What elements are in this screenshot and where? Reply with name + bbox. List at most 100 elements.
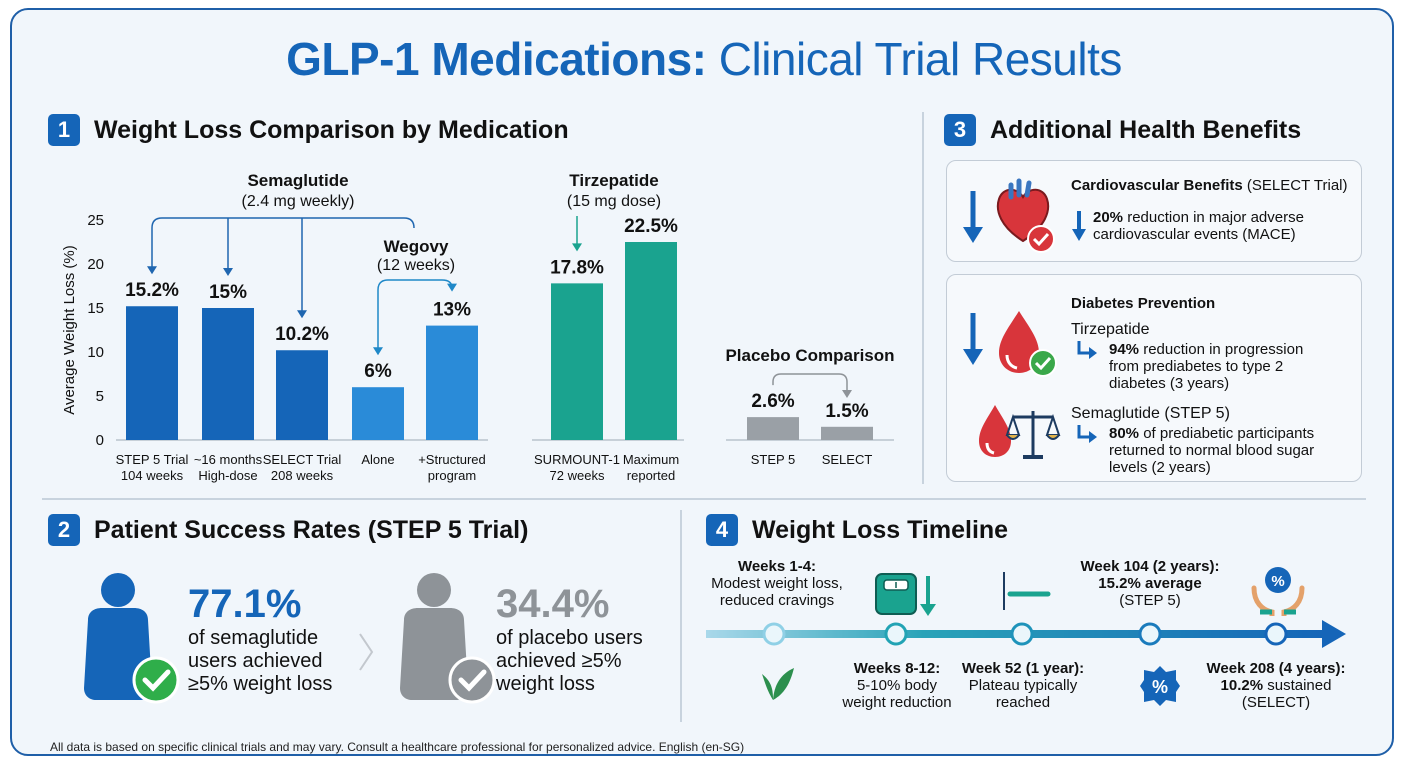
semaglutide-connector: [151, 217, 415, 271]
y-tick-label: 20: [87, 256, 104, 273]
bar: [625, 242, 677, 440]
arrow-head: [842, 390, 852, 398]
arrow-head: [572, 243, 582, 252]
cardiovascular-benefits-card: Cardiovascular Benefits (SELECT Trial) 2…: [946, 160, 1362, 262]
section-2-header: 2 Patient Success Rates (STEP 5 Trial): [48, 514, 528, 546]
timeline-week-104: Week 104 (2 years): 15.2% average (STEP 5): [1080, 558, 1220, 609]
bar-value-label: 22.5%: [624, 216, 678, 237]
wegovy-connector: [377, 279, 453, 352]
bar-value-label: 10.2%: [275, 324, 329, 345]
plateau-icon: [1003, 572, 1051, 610]
success-percent: 77.1%: [188, 582, 302, 626]
scale-icon: [875, 573, 936, 616]
y-tick-label: 15: [87, 300, 104, 317]
group-title: Semaglutide: [247, 171, 348, 190]
tirzepatide-label: Tirzepatide: [1071, 321, 1150, 338]
group-subtitle: (2.4 mg weekly): [242, 193, 355, 210]
cardio-heading: Cardiovascular Benefits (SELECT Trial): [1071, 177, 1348, 194]
blood-drop-scale-icon: [979, 405, 1061, 459]
section-title: Patient Success Rates (STEP 5 Trial): [94, 515, 529, 544]
arrow-head: [447, 283, 457, 292]
timeline-node: [1138, 622, 1162, 646]
percent-glyph: %: [1271, 573, 1284, 590]
page-title: GLP-1 Medications: Clinical Trial Result…: [286, 33, 1122, 85]
timeline-node: [1264, 622, 1288, 646]
placebo-connector: [772, 373, 848, 390]
bar-value-label: 6%: [364, 361, 392, 382]
bar-category-label: ~16 months: [194, 452, 263, 467]
section-number: 3: [944, 114, 976, 146]
percent-badge-icon: %: [1140, 666, 1180, 706]
timeline-weeks-8-12: Weeks 8-12: 5-10% body weight reduction: [842, 660, 952, 711]
section-3-header: 3 Additional Health Benefits: [944, 114, 1301, 146]
bar-category-label: SELECT: [822, 452, 873, 467]
arrow-head: [223, 268, 233, 276]
bar-category-label: program: [428, 468, 476, 483]
bar-category-label: 72 weeks: [550, 468, 605, 483]
bar-category-label: SELECT Trial: [263, 452, 342, 467]
y-tick-label: 5: [96, 388, 104, 405]
section-title: Weight Loss Comparison by Medication: [94, 115, 569, 144]
group-subtitle: (15 mg dose): [567, 193, 661, 210]
curved-arrow-icon: [1077, 341, 1097, 359]
arrow-head: [147, 266, 157, 275]
infographic-frame: GLP-1 Medications: Clinical Trial Result…: [10, 8, 1394, 756]
timeline-node: [762, 622, 786, 646]
bar: [202, 308, 254, 440]
bar: [551, 283, 603, 440]
bar-value-label: 15.2%: [125, 280, 179, 301]
y-tick-label: 10: [87, 344, 104, 361]
section-number: 4: [706, 514, 738, 546]
percent-glyph: %: [1152, 677, 1168, 697]
semaglutide-stat: 80% of prediabetic participants returned…: [1109, 425, 1315, 476]
semaglutide-label: Semaglutide (STEP 5): [1071, 405, 1230, 422]
success-percent: 34.4%: [496, 582, 610, 626]
bar-value-label: 15%: [209, 282, 247, 303]
divider: [680, 510, 682, 722]
section-number: 2: [48, 514, 80, 546]
y-axis-label: Average Weight Loss (%): [61, 245, 78, 415]
bar-category-label: STEP 5: [751, 452, 796, 467]
bar: [747, 417, 799, 440]
tirzepatide-stat: 94% reduction in progression from predia…: [1109, 341, 1304, 392]
section-title: Weight Loss Timeline: [752, 515, 1009, 544]
timeline-node: [884, 622, 908, 646]
bar: [821, 426, 873, 440]
weight-loss-bar-chart: Average Weight Loss (%) 0 5 10 15 20 25 15.2% ST…: [61, 171, 895, 483]
leaf-icon: [762, 668, 794, 700]
divider: [42, 498, 1366, 500]
placebo-success-stat: 34.4% of placebo users achieved ≥5% weig…: [496, 582, 643, 696]
down-arrow-icon: [1072, 211, 1086, 241]
section-1-header: 1 Weight Loss Comparison by Medication: [48, 114, 569, 146]
cardio-stat: 20% reduction in major adverse cardiovas…: [1093, 209, 1304, 243]
curved-arrow-icon: [1077, 425, 1097, 443]
group-subtitle: (12 weeks): [377, 257, 455, 274]
bar-category-label: 208 weeks: [271, 468, 334, 483]
blood-drop-icon: [963, 311, 1057, 377]
bar-value-label: 2.6%: [751, 391, 794, 412]
diabetes-heading: Diabetes Prevention: [1071, 295, 1216, 312]
section-4-header: 4 Weight Loss Timeline: [706, 514, 1008, 546]
timeline-weeks-1-4: Weeks 1-4: Modest weight loss, reduced cra…: [711, 558, 843, 609]
bar-category-label: High-dose: [198, 468, 257, 483]
bar: [276, 350, 328, 440]
timeline-week-52: Week 52 (1 year): Plateau typically reache…: [961, 660, 1085, 711]
bar: [126, 306, 178, 440]
success-text: of semaglutide users achieved ≥5% weight…: [188, 627, 333, 695]
timeline-week-208: Week 208 (4 years): 10.2% sustained (SELEC…: [1206, 660, 1346, 711]
bar-category-label: SURMOUNT-1: [534, 452, 620, 467]
chevron-right-icon: [359, 633, 374, 671]
semaglutide-success-stat: 77.1% of semaglutide users achieved ≥5% …: [188, 582, 332, 696]
section-number: 1: [48, 114, 80, 146]
person-gray-icon: [400, 573, 496, 704]
group-title: Tirzepatide: [569, 171, 658, 190]
bar-value-label: 1.5%: [825, 401, 868, 422]
arrow-head: [373, 347, 383, 356]
section-title: Additional Health Benefits: [990, 115, 1302, 144]
bar: [426, 325, 478, 440]
timeline-bar: [706, 620, 1346, 648]
diabetes-prevention-card: Diabetes Prevention Tirzepatide 94% redu…: [946, 274, 1362, 482]
bar-category-label: Maximum: [623, 452, 679, 467]
bar-category-label: +Structured: [418, 452, 486, 467]
footer-disclaimer: All data is based on specific clinical t…: [50, 740, 745, 754]
